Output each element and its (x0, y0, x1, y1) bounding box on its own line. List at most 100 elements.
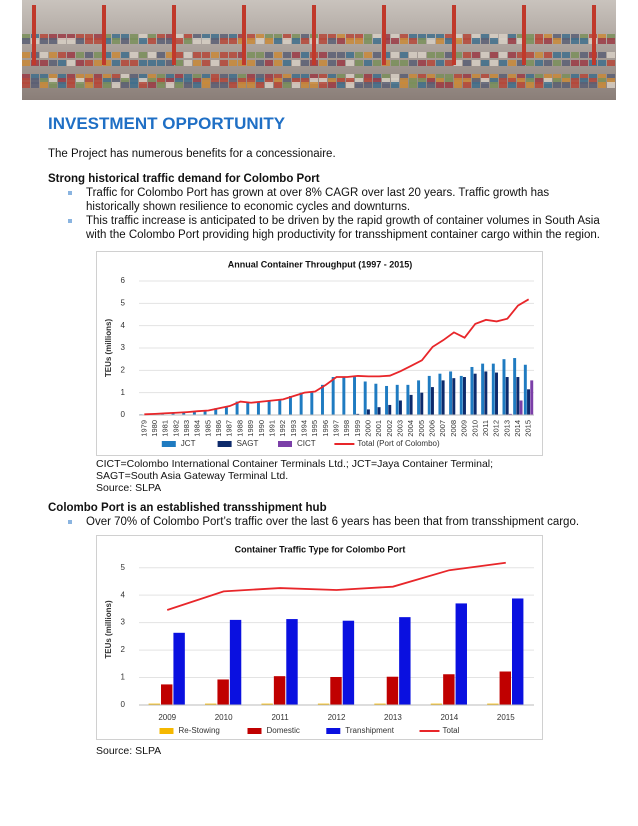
x-tick-label: 2014 (440, 713, 458, 722)
container (121, 52, 129, 58)
container (490, 38, 498, 44)
container (436, 78, 444, 84)
container (265, 78, 273, 84)
bar (487, 703, 499, 705)
container (139, 74, 147, 80)
container (499, 38, 507, 44)
container (40, 78, 48, 84)
container (31, 82, 39, 88)
container (148, 38, 156, 44)
bar (409, 394, 413, 415)
container (373, 82, 381, 88)
container (391, 34, 399, 40)
container (391, 60, 399, 66)
container (31, 74, 39, 80)
container (256, 38, 264, 44)
y-tick-label: 0 (121, 410, 126, 419)
container (247, 82, 255, 88)
bar (317, 703, 330, 705)
bar (511, 598, 524, 705)
container (85, 74, 93, 80)
container (292, 60, 300, 66)
bar (363, 381, 367, 415)
container (463, 34, 471, 40)
container (85, 52, 93, 58)
container (391, 78, 399, 84)
container (319, 60, 327, 66)
bar (386, 676, 399, 705)
container (103, 34, 111, 40)
container (67, 38, 75, 44)
container (481, 60, 489, 66)
y-tick-label: 4 (121, 590, 126, 599)
legend-swatch (159, 728, 174, 734)
container (553, 74, 561, 80)
bar (470, 366, 474, 415)
container (427, 74, 435, 80)
container (418, 34, 426, 40)
container (598, 60, 606, 66)
container (310, 78, 318, 84)
bar (420, 392, 424, 415)
container (67, 52, 75, 58)
x-tick-label: 2008 (449, 420, 458, 437)
bar (229, 619, 242, 705)
x-tick-label: 1999 (353, 420, 362, 437)
container (112, 74, 120, 80)
bar (278, 399, 282, 415)
container (580, 74, 588, 80)
container (355, 52, 363, 58)
x-tick-label: 1991 (267, 420, 276, 437)
container (472, 60, 480, 66)
container (211, 60, 219, 66)
container (553, 78, 561, 84)
container (166, 52, 174, 58)
container (409, 82, 417, 88)
bar (224, 406, 228, 415)
container (562, 78, 570, 84)
container (580, 52, 588, 58)
x-tick-label: 2010 (470, 420, 479, 437)
container (499, 74, 507, 80)
container (301, 34, 309, 40)
container (319, 52, 327, 58)
container (535, 52, 543, 58)
container (184, 82, 192, 88)
container (247, 78, 255, 84)
bar (342, 377, 346, 415)
container (337, 38, 345, 44)
container (598, 52, 606, 58)
container (148, 82, 156, 88)
container (382, 78, 390, 84)
container (409, 60, 417, 66)
x-tick-label: 1979 (139, 420, 148, 437)
container (526, 38, 534, 44)
container (445, 52, 453, 58)
container (40, 52, 48, 58)
intro: The Project has numerous benefits for a … (48, 148, 336, 160)
container (319, 74, 327, 80)
container (553, 52, 561, 58)
container (598, 34, 606, 40)
container (328, 82, 336, 88)
container (517, 38, 525, 44)
container (31, 78, 39, 84)
container (220, 60, 228, 66)
bar (374, 703, 386, 705)
container (40, 38, 48, 44)
x-tick-label: 2006 (428, 420, 437, 437)
container (580, 60, 588, 66)
container (418, 38, 426, 44)
container (175, 52, 183, 58)
container (94, 52, 102, 58)
container (517, 52, 525, 58)
container (202, 38, 210, 44)
container (328, 78, 336, 84)
container (535, 38, 543, 44)
container (463, 78, 471, 84)
container (283, 60, 291, 66)
container (562, 52, 570, 58)
container (373, 74, 381, 80)
bar (288, 396, 292, 415)
bar (473, 373, 477, 415)
